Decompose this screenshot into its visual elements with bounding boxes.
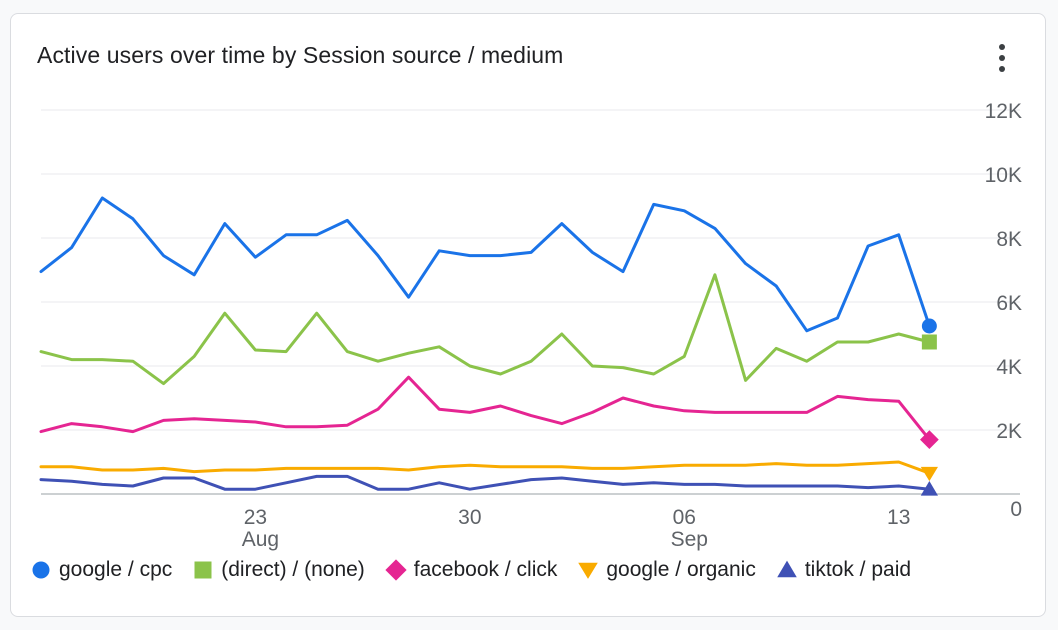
x-tick-label: 23 — [244, 506, 267, 529]
legend-swatch — [777, 560, 797, 578]
legend-item-google-organic[interactable]: google / organic — [577, 558, 756, 582]
legend-item-tiktok-paid[interactable]: tiktok / paid — [776, 558, 911, 582]
triangle-down-icon — [578, 562, 599, 579]
chart-legend: google / cpc (direct) / (none) facebook / … — [30, 558, 931, 582]
legend-label: tiktok / paid — [804, 558, 912, 581]
triangle-up-icon — [777, 560, 797, 578]
legend-swatch — [578, 562, 599, 579]
y-tick-label: 6K — [996, 292, 1022, 315]
chart-card: Active users over time by Session source… — [10, 13, 1046, 617]
chart-title: Active users over time by Session source… — [37, 42, 564, 68]
x-tick-label: 06 — [673, 506, 696, 529]
circle-icon — [32, 561, 50, 579]
more-vert-icon[interactable] — [989, 40, 1015, 76]
y-tick-label: 12K — [985, 100, 1022, 123]
x-tick-month-label: Aug — [242, 528, 279, 551]
series-line-tiktok-paid — [39, 474, 931, 491]
x-tick-label: 30 — [458, 506, 481, 529]
series-end-marker-google-cpc — [921, 318, 937, 334]
y-tick-label: 10K — [985, 164, 1022, 187]
series-line-direct-none — [39, 273, 931, 386]
series-end-marker-facebook-click — [919, 430, 939, 449]
y-tick-label: 4K — [996, 356, 1022, 379]
series-line-google-organic — [39, 460, 931, 475]
legend-label: facebook / click — [413, 558, 558, 581]
series-end-marker-direct-none — [921, 334, 937, 350]
square-icon — [194, 561, 212, 579]
y-tick-label: 0 — [1010, 498, 1022, 521]
legend-label: (direct) / (none) — [221, 558, 365, 581]
series-end-marker-tiktok-paid — [920, 480, 938, 496]
y-tick-label: 2K — [996, 420, 1022, 443]
diamond-icon — [385, 559, 407, 581]
series-line-facebook-click — [39, 375, 931, 442]
x-tick-month-label: Sep — [671, 528, 708, 551]
legend-swatch — [385, 559, 407, 581]
y-tick-label: 8K — [996, 228, 1022, 251]
legend-item-google-cpc[interactable]: google / cpc — [30, 558, 172, 582]
series-line-google-cpc — [39, 196, 931, 333]
legend-swatch — [32, 561, 50, 579]
legend-item-facebook-click[interactable]: facebook / click — [385, 558, 558, 582]
legend-label: google / cpc — [59, 558, 173, 581]
series-end-marker-google-organic — [920, 466, 938, 482]
x-tick-label: 13 — [887, 506, 910, 529]
legend-item-direct-none[interactable]: (direct) / (none) — [192, 558, 365, 582]
legend-label: google / organic — [606, 558, 756, 581]
legend-swatch — [194, 561, 212, 579]
